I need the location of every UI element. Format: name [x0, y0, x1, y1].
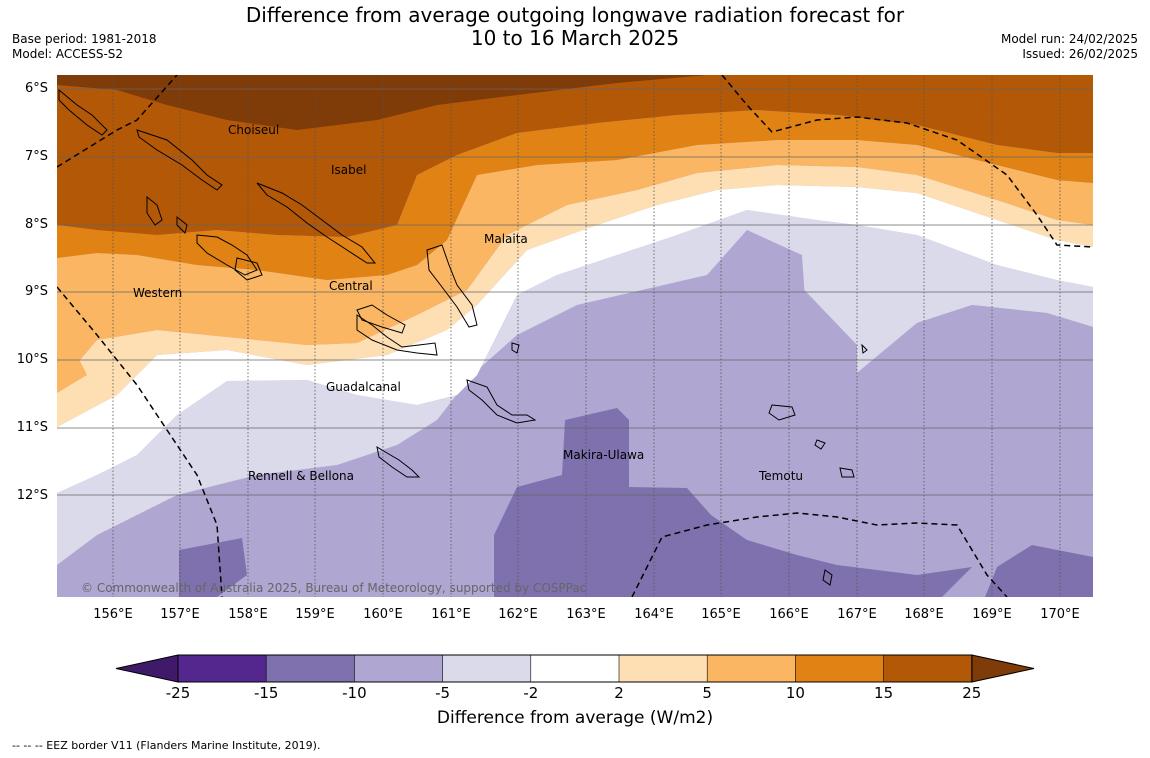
- lon-label: 166°E: [769, 607, 809, 622]
- colorbar-segment: [442, 654, 532, 683]
- band-minus10-minus5-east: [707, 305, 1093, 455]
- colorbar-tick-label: 15: [874, 684, 894, 702]
- region-label-rennell-bellona: Rennell & Bellona: [248, 469, 354, 483]
- lon-label: 162°E: [498, 607, 538, 622]
- colorbar: [115, 654, 1035, 683]
- region-label-makira-ulawa: Makira-Ulawa: [563, 448, 644, 462]
- region-label-western: Western: [133, 286, 182, 300]
- eez-border: [57, 75, 1093, 597]
- colorbar-tick-label: 25: [962, 684, 982, 702]
- colorbar-tick-label: 2: [614, 684, 624, 702]
- anomaly-map: Choiseul Isabel Malaita Western Central …: [57, 75, 1093, 597]
- model-text: Model: ACCESS-S2: [12, 47, 124, 61]
- band-minus5-minus2: [57, 210, 1093, 565]
- colorbar-tick-label: 5: [702, 684, 712, 702]
- model-run-text: Model run: 24/02/2025: [1000, 32, 1138, 46]
- colorbar-segment: [530, 654, 620, 683]
- chart-title-line1: Difference from average outgoing longwav…: [245, 3, 905, 27]
- lon-label: 160°E: [363, 607, 403, 622]
- chart-title-line2: 10 to 16 March 2025: [470, 26, 680, 50]
- lon-label: 157°E: [160, 607, 200, 622]
- eez-legend-text: -- -- -- EEZ border V11 (Flanders Marine…: [12, 739, 321, 752]
- region-label-central: Central: [329, 279, 373, 293]
- colorbar-extend-high: [971, 654, 1035, 683]
- band-5-10: [57, 140, 1093, 387]
- lon-label: 159°E: [295, 607, 335, 622]
- lat-label: 12°S: [16, 488, 48, 503]
- lon-label: 156°E: [93, 607, 133, 622]
- lat-label: 10°S: [16, 352, 48, 367]
- copyright-text: © Commonwealth of Australia 2025, Bureau…: [81, 581, 586, 595]
- lon-label: 163°E: [566, 607, 606, 622]
- colorbar-segment: [795, 654, 885, 683]
- region-label-isabel: Isabel: [331, 163, 366, 177]
- lon-label: 170°E: [1040, 607, 1080, 622]
- lat-label: 7°S: [24, 149, 48, 164]
- lat-label: 9°S: [24, 284, 48, 299]
- coastlines: [58, 88, 868, 586]
- colorbar-segment: [265, 654, 356, 683]
- colorbar-segment: [706, 654, 797, 683]
- band-5-10-west-patch: [57, 315, 87, 393]
- lon-label: 167°E: [837, 607, 877, 622]
- colorbar-tick-label: -25: [165, 684, 191, 702]
- longitude-gridlines: [112, 75, 1061, 597]
- colorbar-label: Difference from average (W/m2): [436, 708, 714, 728]
- latitude-gridlines: [57, 88, 1093, 496]
- region-label-malaita: Malaita: [484, 232, 528, 246]
- lon-label: 161°E: [431, 607, 471, 622]
- colorbar-extend-low: [115, 654, 179, 683]
- colorbar-segment: [354, 654, 444, 683]
- base-period-text: Base period: 1981-2018: [12, 32, 157, 46]
- band-minus15-minus10-west: [179, 538, 247, 597]
- lat-label: 6°S: [24, 81, 48, 96]
- band-minus2-plus2: [57, 185, 1093, 493]
- lon-label: 169°E: [972, 607, 1012, 622]
- region-label-choiseul: Choiseul: [228, 123, 279, 137]
- lon-label: 164°E: [634, 607, 674, 622]
- band-10-15: [57, 110, 1093, 280]
- colorbar-segment: [883, 654, 973, 683]
- lon-label: 158°E: [228, 607, 268, 622]
- lon-label: 168°E: [904, 607, 944, 622]
- lat-label: 8°S: [24, 217, 48, 232]
- region-label-guadalcanal: Guadalcanal: [326, 380, 401, 394]
- region-label-temotu: Temotu: [758, 469, 803, 483]
- band-2-5: [57, 165, 1093, 427]
- colorbar-segment: [177, 654, 267, 683]
- band-minus15-minus10-south: [494, 408, 972, 597]
- issued-text: Issued: 26/02/2025: [1022, 47, 1138, 61]
- colorbar-tick-label: -5: [435, 684, 451, 702]
- colorbar-tick-label: -10: [342, 684, 367, 702]
- colorbar-segment: [618, 654, 708, 683]
- lon-label: 165°E: [701, 607, 741, 622]
- lat-label: 11°S: [16, 420, 48, 435]
- band-minus15-minus10-east: [985, 545, 1093, 597]
- colorbar-tick-label: -2: [523, 684, 539, 702]
- band-minus10-minus5-inner: [707, 230, 805, 341]
- colorbar-tick-label: -15: [253, 684, 279, 702]
- colorbar-tick-label: 10: [785, 684, 805, 702]
